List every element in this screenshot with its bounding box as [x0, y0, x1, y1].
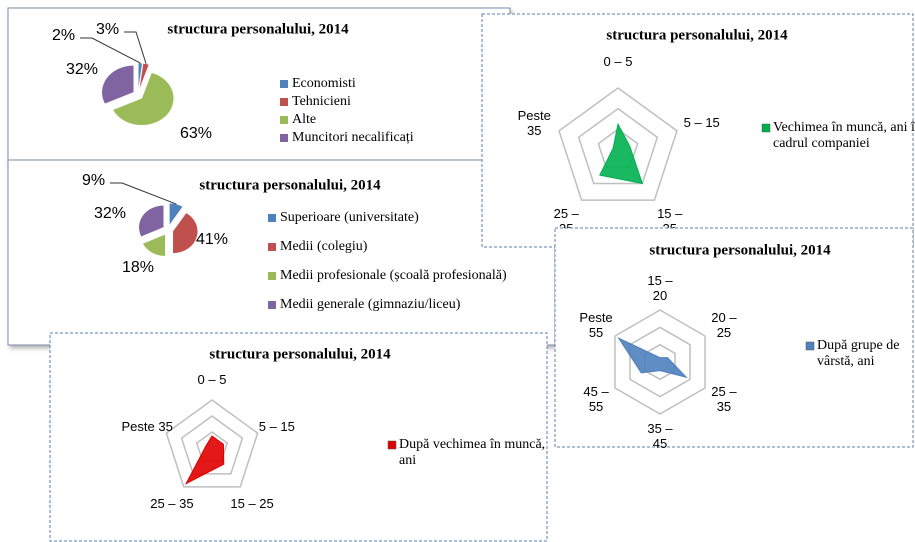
- data-label: 9%: [82, 172, 105, 189]
- legend-label-box: Vechimea în muncă, ani în cadrul compani…: [773, 120, 915, 151]
- data-label: 41%: [196, 231, 228, 248]
- panel: [7, 159, 556, 346]
- legend-swatch: [268, 243, 276, 251]
- legend-swatch: [280, 80, 288, 88]
- data-label: 3%: [96, 21, 119, 38]
- legend-label: Vechimea în muncă, ani în cadrul compani…: [773, 120, 915, 151]
- data-label: 32%: [94, 205, 126, 222]
- axis-label-box: 15 – 20: [647, 273, 673, 304]
- axis-label-box: Peste 55: [579, 310, 613, 341]
- radar-area: [184, 435, 225, 485]
- legend-label: Medii profesionale (școală profesională): [280, 268, 507, 283]
- axis-label: 5 – 15: [258, 419, 295, 435]
- axis-label: 0 – 5: [603, 54, 633, 70]
- axis-label: 35 – 45: [647, 420, 673, 451]
- legend-swatch: [268, 301, 276, 309]
- axis-label: Peste 35: [517, 107, 551, 138]
- legend-swatch: [387, 440, 397, 450]
- legend-swatch: [268, 272, 276, 280]
- axis-label-box: 25 – 35: [150, 495, 194, 511]
- axis-label-box: 45 – 55: [583, 383, 609, 414]
- data-label: 63%: [180, 125, 212, 142]
- legend-swatch: [761, 123, 771, 133]
- axis-label: 45 – 55: [583, 383, 609, 414]
- legend-swatch: [280, 134, 288, 142]
- legend-swatch: [280, 116, 288, 124]
- chart-title: structura personalului, 2014: [167, 21, 349, 37]
- axis-label-box: 20 – 25: [711, 310, 737, 341]
- radar-area: [599, 122, 644, 185]
- axis-label-box: 15 – 25: [230, 495, 274, 511]
- pie-slice: [112, 72, 174, 126]
- legend-label: După grupe de vârstă, ani: [817, 338, 900, 369]
- axis-label: 25 – 35: [150, 495, 194, 511]
- axis-label: 0 – 5: [197, 372, 227, 388]
- chart-title: structura personalului, 2014: [649, 242, 831, 258]
- axis-label: Peste 35: [121, 419, 173, 435]
- axis-label: 15 – 20: [647, 273, 673, 304]
- axis-label: 25 – 35: [711, 383, 737, 414]
- chart-title: structura personalului, 2014: [606, 27, 788, 43]
- legend-label-box: După grupe de vârstă, ani: [817, 338, 900, 369]
- panel: [481, 13, 914, 248]
- axis-label: Peste 55: [579, 310, 613, 341]
- pie-slice: [172, 212, 199, 254]
- legend-label: Muncitori necalificați: [292, 130, 414, 145]
- axis-label-box: 25 – 35: [711, 383, 737, 414]
- grid-ring: [577, 107, 659, 185]
- legend-label: Medii generale (gimnaziu/liceu): [280, 297, 461, 312]
- leader-line: [110, 182, 177, 205]
- legend-label: Economisti: [292, 76, 356, 91]
- axis-label: 15 – 25: [230, 495, 274, 511]
- axis-label-box: 5 – 15: [683, 115, 720, 131]
- legend-label: După vechimea în muncă, ani: [399, 437, 546, 468]
- pie-slice: [101, 65, 135, 105]
- panel: [7, 7, 511, 161]
- legend-label: Alte: [292, 112, 316, 127]
- axis-label: 5 – 15: [683, 115, 720, 131]
- axis-label-box: 35 – 45: [647, 420, 673, 451]
- axis-label-box: 5 – 15: [258, 419, 295, 435]
- legend-label: Tehnicieni: [292, 94, 351, 109]
- data-label: 18%: [122, 259, 154, 276]
- leader-line: [124, 31, 147, 64]
- grid-ring: [614, 309, 706, 415]
- axis-label-box: 0 – 5: [603, 54, 633, 70]
- axis-label-box: Peste 35: [517, 107, 551, 138]
- radar-area: [617, 336, 688, 379]
- pie-slice: [169, 202, 184, 226]
- legend-label: Superioare (universitate): [280, 210, 419, 225]
- legend-swatch: [805, 341, 815, 351]
- leader-line: [80, 37, 141, 64]
- grid-ring: [180, 415, 244, 475]
- grid-ring: [165, 399, 259, 488]
- chart-title: structura personalului, 2014: [209, 346, 391, 362]
- axis-label-box: 0 – 5: [197, 372, 227, 388]
- grid-ring: [558, 87, 678, 201]
- data-label: 32%: [66, 61, 98, 78]
- pie-slice: [142, 233, 166, 257]
- legend-label-box: După vechimea în muncă, ani: [399, 437, 546, 468]
- legend-swatch: [268, 214, 276, 222]
- legend-label: Medii (colegiu): [280, 239, 368, 254]
- pie-slice: [138, 205, 165, 238]
- legend-swatch: [280, 98, 288, 106]
- data-label: 2%: [52, 27, 75, 44]
- axis-label-box: Peste 35: [121, 419, 173, 435]
- chart-title: structura personalului, 2014: [199, 177, 381, 193]
- panel: [49, 332, 548, 542]
- axis-label: 20 – 25: [711, 310, 737, 341]
- pie-slice: [138, 62, 143, 91]
